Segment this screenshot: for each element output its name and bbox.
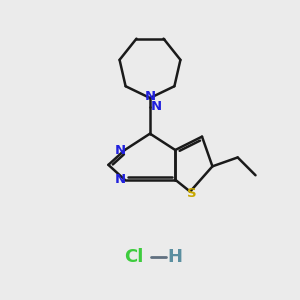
Text: H: H xyxy=(168,248,183,266)
Text: N: N xyxy=(115,143,126,157)
Text: Cl: Cl xyxy=(124,248,143,266)
Text: S: S xyxy=(187,187,196,200)
Text: N: N xyxy=(144,90,156,103)
Text: N: N xyxy=(115,173,126,186)
Text: N: N xyxy=(151,100,162,113)
